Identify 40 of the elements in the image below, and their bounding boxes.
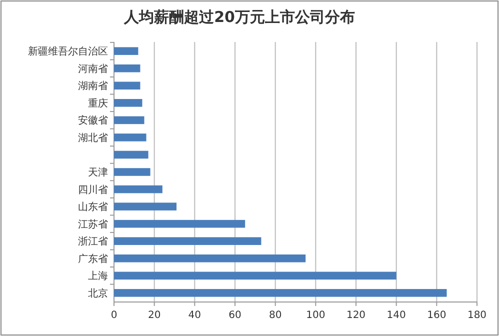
y-tick-label: 安徽省 — [78, 114, 108, 127]
x-tick-label: 160 — [427, 310, 446, 321]
y-tick-label: 上海 — [88, 270, 108, 282]
bar — [114, 254, 306, 262]
chart-title: 人均薪酬超过20万元上市公司分布 — [123, 8, 355, 26]
bar — [114, 64, 140, 72]
x-tick-label: 100 — [306, 310, 326, 321]
x-tick-label: 60 — [228, 310, 242, 321]
x-tick-label: 40 — [188, 310, 202, 321]
bar — [114, 237, 262, 245]
y-tick-label: 北京 — [88, 287, 108, 300]
bar — [114, 82, 140, 90]
bar — [114, 150, 148, 159]
y-tick-label: 江苏省 — [78, 218, 108, 230]
x-tick-label: 80 — [268, 310, 282, 321]
x-tick-label: 140 — [386, 310, 406, 321]
y-tick-label: 河南省 — [78, 62, 108, 75]
bar — [114, 168, 150, 176]
y-tick-label: 新疆维吾尔自治区 — [28, 46, 108, 58]
x-tick-label: 120 — [346, 310, 366, 321]
y-tick-label: 四川省 — [78, 184, 108, 196]
y-tick-label: 重庆 — [88, 97, 108, 110]
bar — [114, 185, 162, 194]
y-tick-label: 天津 — [88, 166, 108, 178]
bar — [114, 134, 146, 142]
bar — [114, 272, 396, 280]
bar — [114, 99, 142, 107]
y-tick-label: 广东省 — [78, 252, 108, 265]
bar — [114, 47, 138, 55]
x-tick-label: 180 — [467, 310, 487, 321]
bar — [114, 116, 144, 124]
y-tick-label: 山东省 — [78, 201, 108, 214]
y-tick-label: 湖南省 — [78, 80, 108, 92]
bar — [114, 202, 177, 210]
x-tick-label: 0 — [110, 310, 118, 321]
y-tick-label: 浙江省 — [78, 236, 108, 248]
bar — [114, 220, 246, 228]
x-tick-label: 20 — [148, 310, 161, 321]
bar — [114, 289, 447, 297]
y-tick-label: 湖北省 — [78, 132, 108, 144]
